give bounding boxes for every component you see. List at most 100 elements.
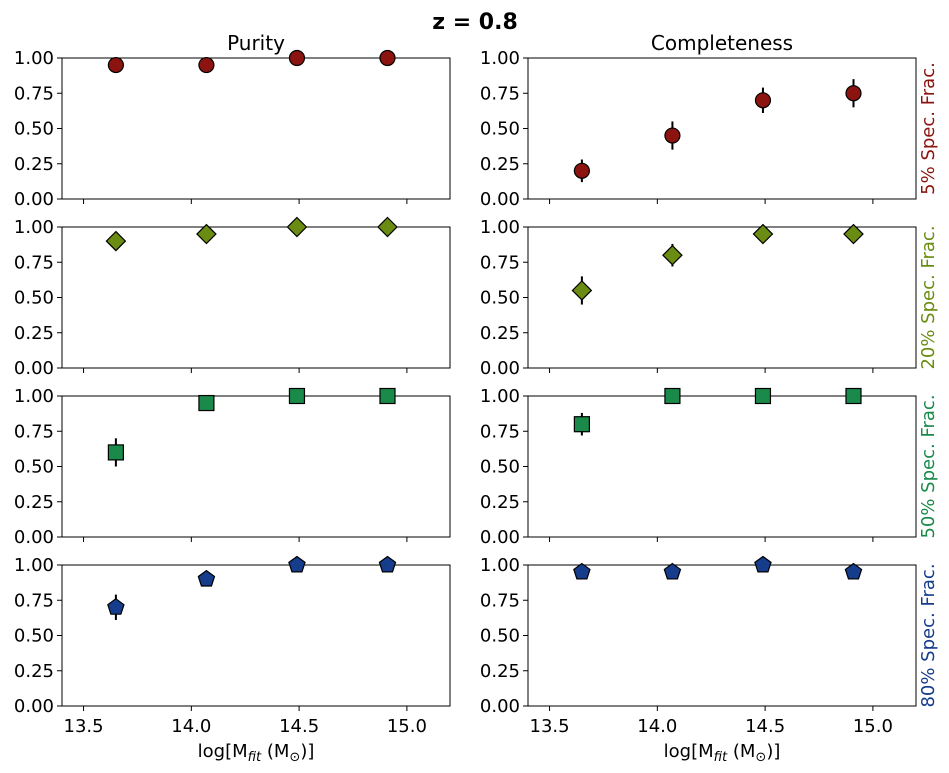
data-point-purity <box>377 216 398 238</box>
data-point-purity <box>105 230 127 252</box>
x-tick-label: 15.0 <box>387 716 427 737</box>
data-point-completeness <box>663 562 682 580</box>
y-tick-label: 0.50 <box>14 457 54 478</box>
data-point-purity <box>378 555 397 573</box>
y-tick-label: 0.50 <box>14 119 54 140</box>
data-point-completeness <box>845 85 862 102</box>
y-tick-label: 0.00 <box>14 189 54 210</box>
y-tick-label: 0.25 <box>480 154 520 175</box>
data-point-purity <box>107 56 124 74</box>
x-tick-label: 14.0 <box>171 716 211 737</box>
y-tick-label: 0.00 <box>480 189 520 210</box>
panel-grid: 0.00 0.25 0.50 0.75 1.00 0.00 0.25 0.50 0.75 1.00… <box>14 48 939 765</box>
y-tick-label: 0.25 <box>14 492 54 513</box>
data-point-purity <box>196 223 217 245</box>
panel-completeness-row-3: 0.00 0.25 0.50 0.75 1.00 50% Spec. Frac. <box>480 386 939 548</box>
row-label-3: 50% Spec. Frac. <box>918 394 939 538</box>
y-tick-label: 0.00 <box>480 696 520 717</box>
panel-purity-row-4: 0.00 0.25 0.50 0.75 1.00 13.5 14.0 14.5 15.0 <box>14 555 451 737</box>
y-tick-label: 0.50 <box>480 119 520 140</box>
data-point-completeness <box>752 223 774 245</box>
data-point-completeness <box>843 223 864 245</box>
data-point-completeness <box>571 280 593 301</box>
y-tick-label: 0.25 <box>14 154 54 175</box>
y-tick-label: 0.50 <box>480 457 520 478</box>
x-tick-label: 14.5 <box>279 716 319 737</box>
row-label-2: 20% Spec. Frac. <box>918 225 939 369</box>
y-tick-label: 0.50 <box>14 288 54 309</box>
y-tick-label: 0.25 <box>14 661 54 682</box>
row-label-4: 80% Spec. Frac. <box>918 563 939 707</box>
data-point-purity <box>198 56 215 74</box>
x-axis-label-1: log[Mfit (M⊙)] <box>198 741 315 765</box>
y-tick-label: 0.00 <box>14 358 54 379</box>
panel-completeness-row-2: 0.00 0.25 0.50 0.75 1.00 20% Spec. Frac. <box>480 217 939 379</box>
panel-purity-row-2: 0.00 0.25 0.50 0.75 1.00 <box>14 216 451 379</box>
data-point-completeness <box>754 555 772 573</box>
data-point-completeness <box>662 244 683 266</box>
x-axis-label-2: log[Mfit (M⊙)] <box>664 741 781 765</box>
data-point-completeness <box>664 387 681 405</box>
row-label-1: 5% Spec. Frac. <box>918 62 939 195</box>
data-point-purity <box>288 387 306 405</box>
y-tick-label: 0.75 <box>14 252 54 273</box>
axes-frame <box>61 226 451 369</box>
y-tick-label: 0.75 <box>14 83 54 104</box>
figure-suptitle: z = 0.8 <box>432 10 518 35</box>
axes-frame <box>61 57 451 200</box>
data-point-purity <box>107 444 124 461</box>
y-tick-label: 0.75 <box>480 590 520 611</box>
x-tick-label: 13.5 <box>64 716 104 737</box>
panel-purity-row-3: 0.00 0.25 0.50 0.75 1.00 <box>14 386 451 548</box>
y-tick-label: 1.00 <box>480 48 520 69</box>
y-tick-label: 0.75 <box>14 421 54 442</box>
data-point-purity <box>107 598 125 615</box>
panel-purity-row-1: 0.00 0.25 0.50 0.75 1.00 <box>14 48 451 210</box>
y-tick-label: 1.00 <box>480 555 520 576</box>
y-tick-label: 1.00 <box>14 555 54 576</box>
y-tick-label: 0.75 <box>480 421 520 442</box>
x-tick-label: 15.0 <box>853 716 893 737</box>
y-tick-label: 0.50 <box>14 626 54 647</box>
y-tick-label: 0.25 <box>14 323 54 344</box>
y-tick-label: 0.75 <box>480 83 520 104</box>
data-point-completeness <box>844 562 863 580</box>
data-point-purity <box>288 555 306 573</box>
axes-frame <box>527 564 917 707</box>
y-tick-label: 1.00 <box>14 386 54 407</box>
y-tick-label: 1.00 <box>480 386 520 407</box>
data-point-completeness <box>845 387 862 405</box>
data-point-purity <box>197 569 216 587</box>
axes-frame <box>61 564 451 707</box>
y-tick-label: 0.50 <box>480 288 520 309</box>
column-title-completeness: Completeness <box>651 31 793 55</box>
y-tick-label: 0.00 <box>480 527 520 548</box>
data-point-purity <box>198 394 215 412</box>
panel-completeness-row-4: 0.00 0.25 0.50 0.75 1.00 13.5 14.0 14.5 15.0 80% … <box>480 555 939 737</box>
data-point-completeness <box>754 92 772 109</box>
y-tick-label: 0.00 <box>480 358 520 379</box>
x-tick-label: 13.5 <box>530 716 570 737</box>
data-point-purity <box>379 49 396 67</box>
y-tick-label: 0.00 <box>14 696 54 717</box>
data-point-completeness <box>573 416 590 433</box>
y-tick-label: 1.00 <box>480 217 520 238</box>
y-tick-label: 0.25 <box>480 323 520 344</box>
axes-frame <box>527 226 917 369</box>
axes-frame <box>527 57 917 200</box>
y-tick-label: 0.75 <box>14 590 54 611</box>
data-point-completeness <box>573 562 591 580</box>
data-point-completeness <box>664 127 681 144</box>
panel-completeness-row-1: 0.00 0.25 0.50 0.75 1.00 5% Spec. Frac. <box>480 48 939 210</box>
x-tick-label: 14.5 <box>745 716 785 737</box>
x-tick-label: 14.0 <box>637 716 677 737</box>
y-tick-label: 0.00 <box>14 527 54 548</box>
y-tick-label: 1.00 <box>14 217 54 238</box>
y-tick-label: 0.25 <box>480 661 520 682</box>
y-tick-label: 0.75 <box>480 252 520 273</box>
data-point-completeness <box>754 387 772 405</box>
data-point-purity <box>288 49 306 67</box>
axes-frame <box>61 395 451 538</box>
column-title-purity: Purity <box>227 31 285 55</box>
